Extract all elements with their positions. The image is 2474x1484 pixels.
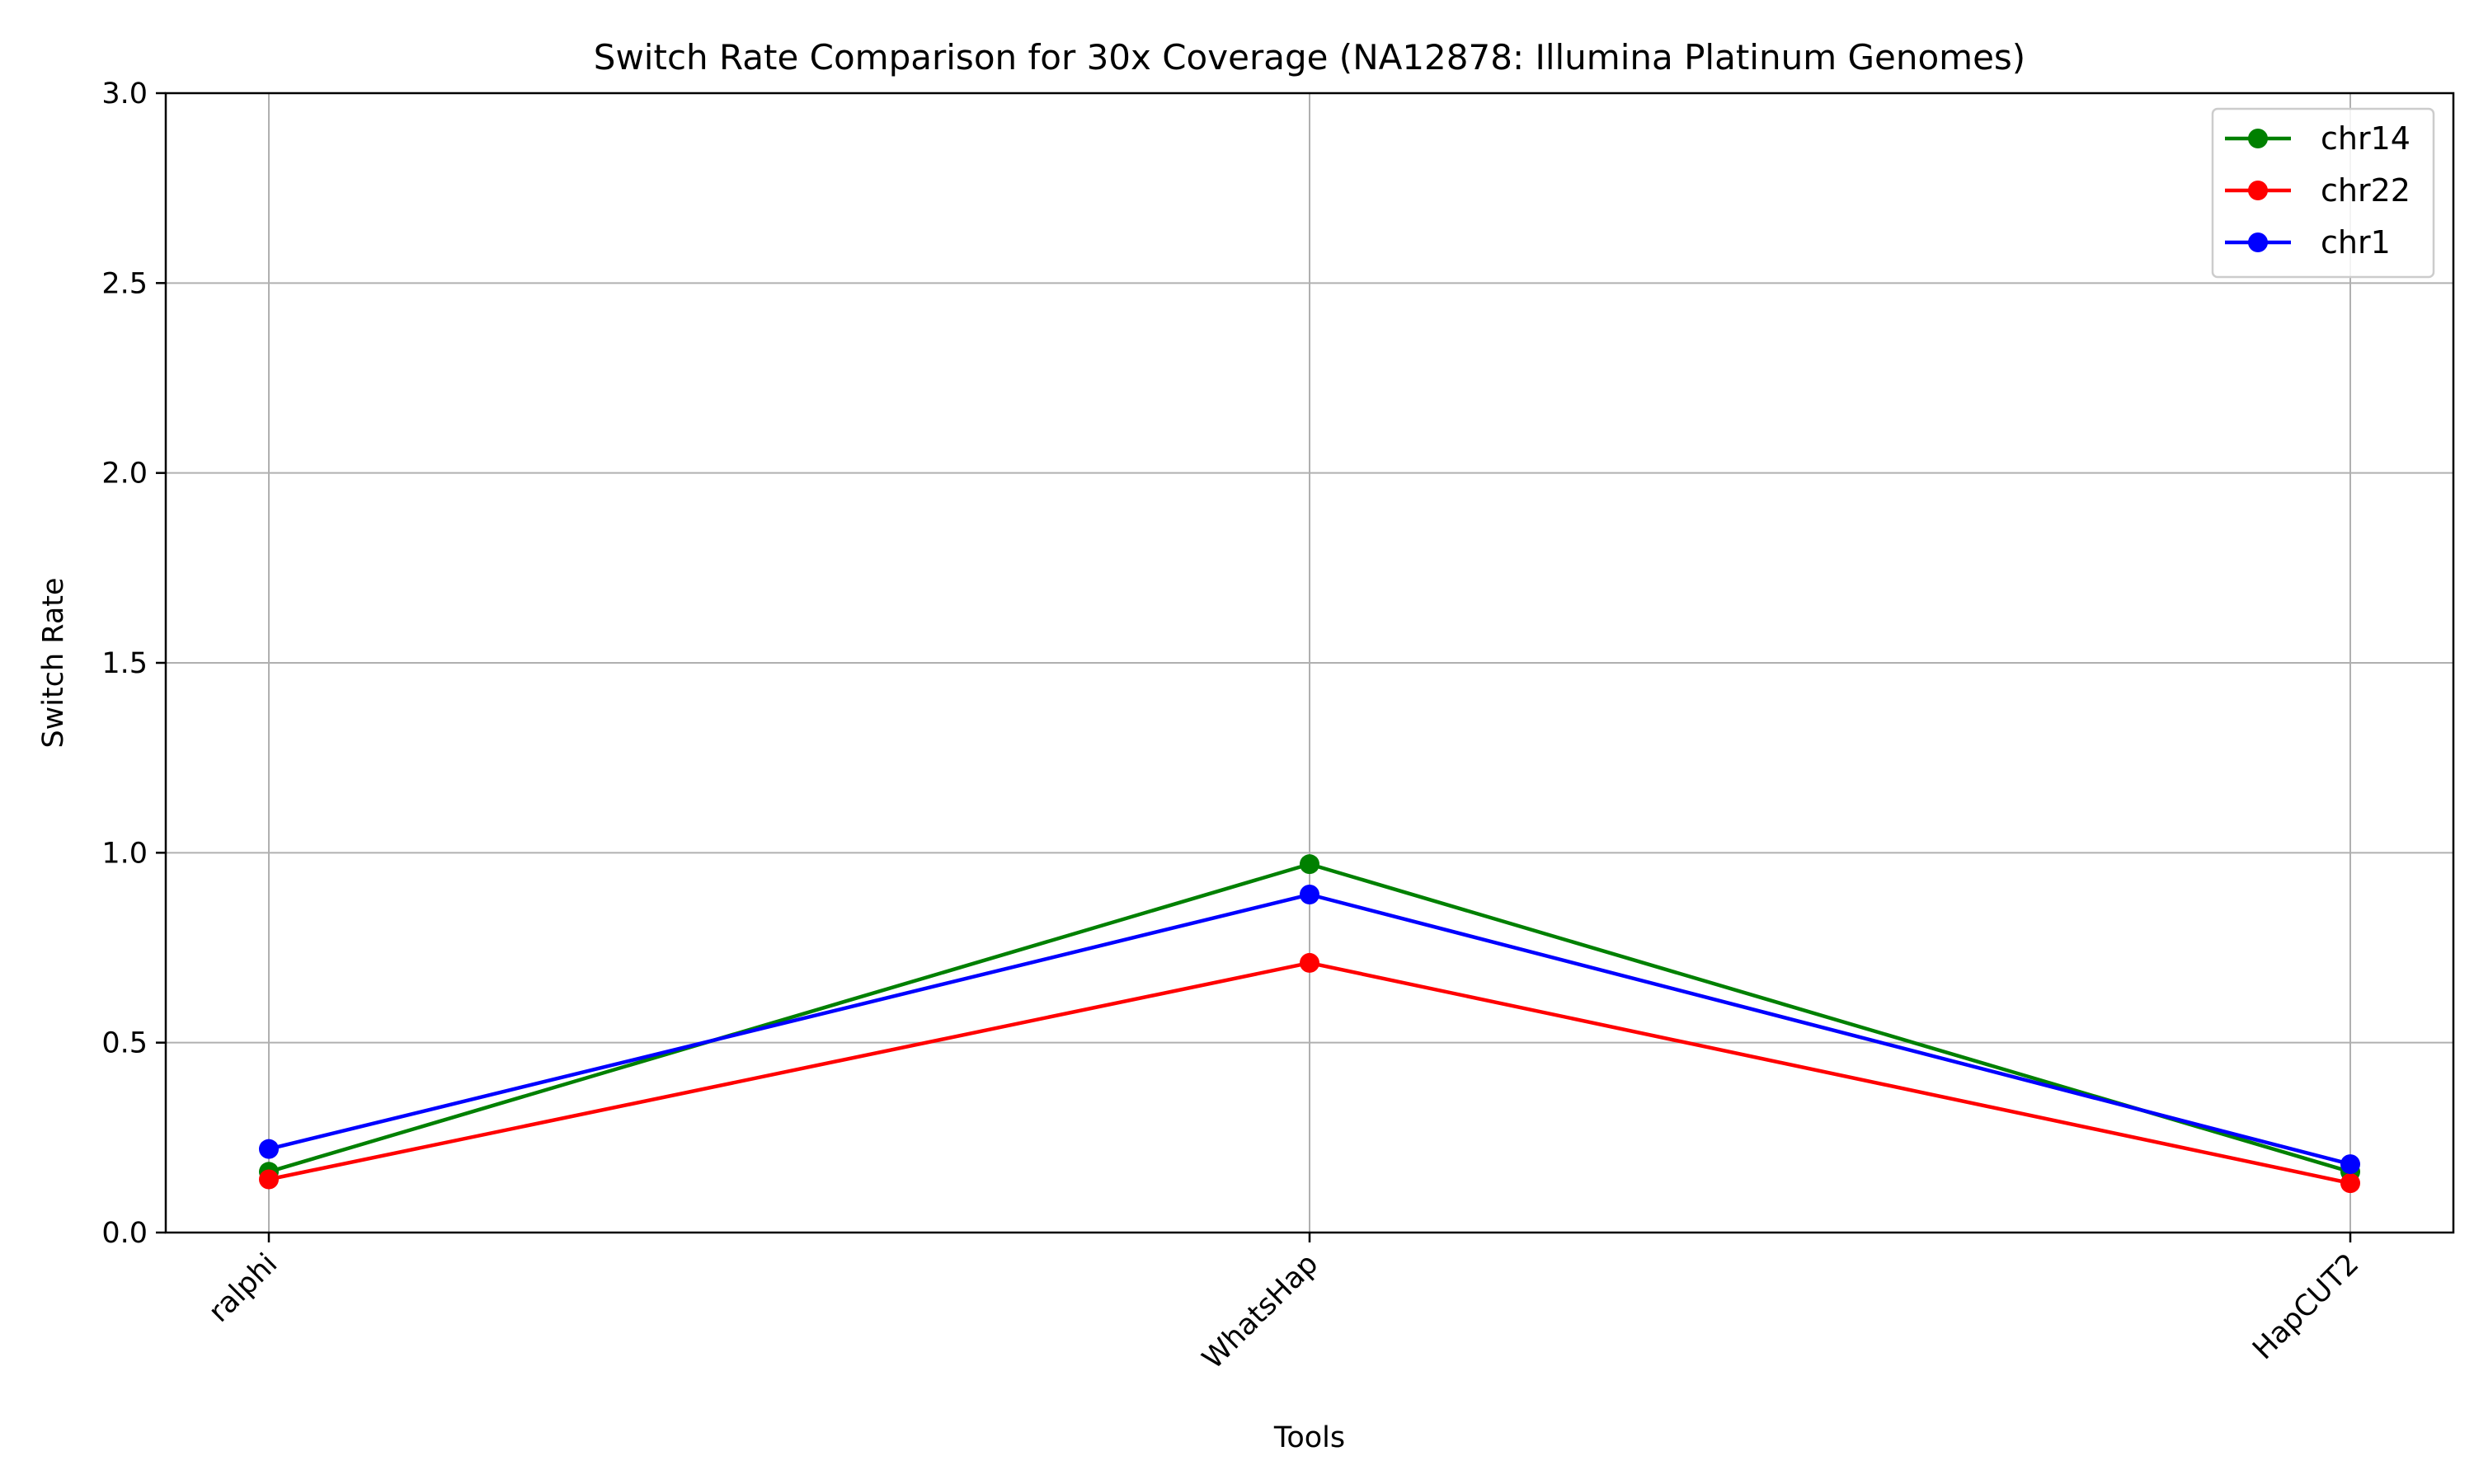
data-point-chr1 [259,1139,279,1159]
data-point-chr22 [1300,952,1319,973]
legend-box [2211,107,2435,279]
legend-label-chr22: chr22 [2321,172,2411,209]
x-axis-label: Tools [1273,1421,1345,1454]
legend: chr14 chr22 chr1 [2211,107,2435,279]
y-tick-label: 1.0 [101,837,148,870]
legend-marker-chr14 [2248,129,2268,148]
legend-marker-chr1 [2248,232,2268,252]
data-point-chr22 [259,1169,279,1190]
y-tick-label: 2.5 [101,267,148,300]
data-point-chr1 [2340,1154,2360,1175]
y-tick-label: 0.0 [101,1217,148,1250]
series-chr1 [259,885,2360,1175]
series-layer [259,854,2360,1194]
y-axis-label: Switch Rate [37,577,70,748]
legend-label-chr1: chr1 [2321,224,2391,261]
data-point-chr22 [2340,1173,2360,1194]
series-chr22 [259,952,2360,1194]
y-tick-label: 0.5 [101,1027,148,1060]
y-tick-label: 1.5 [101,647,148,680]
legend-marker-chr22 [2248,181,2268,200]
y-tick-label: 2.0 [101,458,148,491]
legend-label-chr14: chr14 [2321,120,2411,157]
data-point-chr1 [1300,885,1319,905]
y-tick-label: 3.0 [101,77,148,110]
data-point-chr14 [1300,854,1319,875]
chart-title: Switch Rate Comparison for 30x Coverage … [594,37,2025,77]
